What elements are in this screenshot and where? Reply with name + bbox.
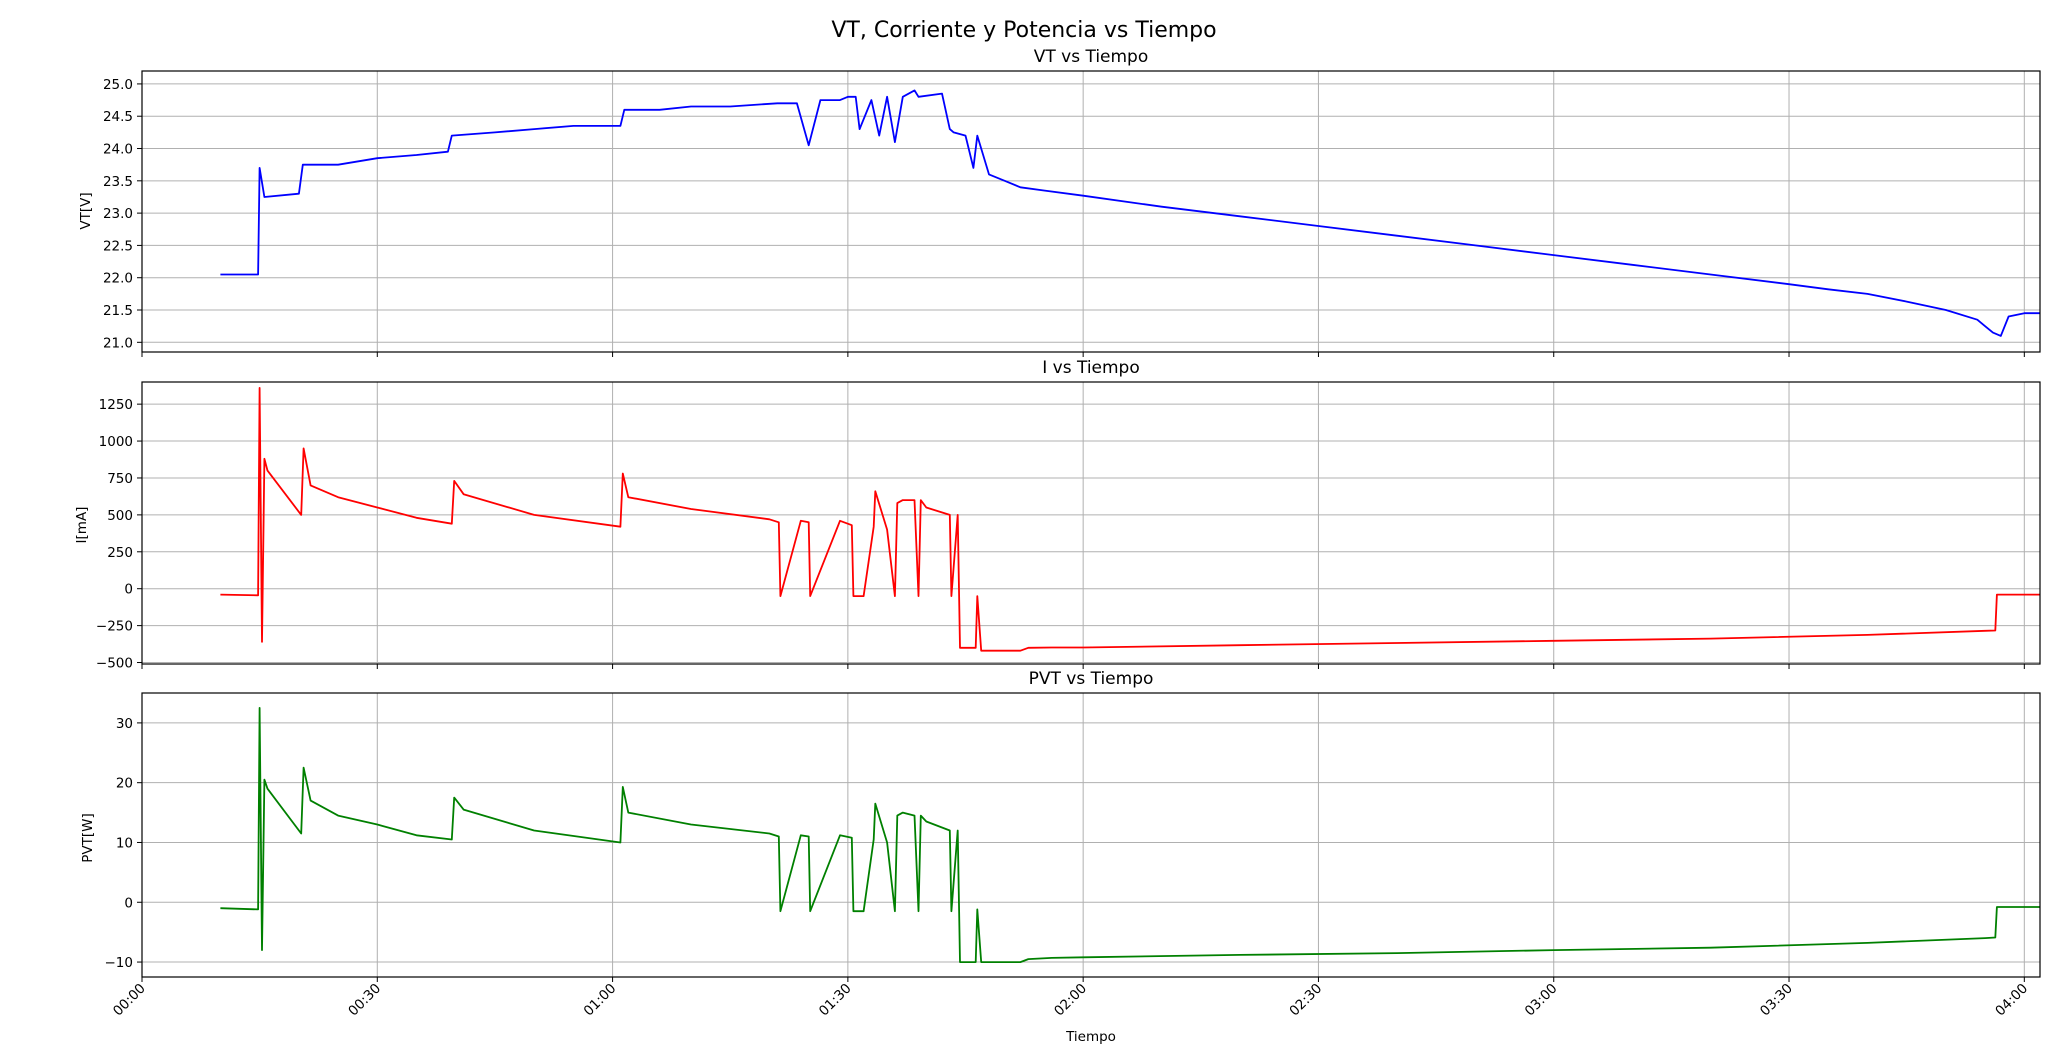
power-y-tick-label: −10 (105, 955, 134, 971)
x-axis-label: Tiempo (1065, 1029, 1116, 1045)
vt-axes-frame (141, 70, 2041, 353)
power-y-tick-label: 0 (124, 895, 133, 911)
current-y-tick-label: 1000 (99, 434, 133, 450)
vt-y-tick-label: 21.5 (103, 303, 133, 319)
current-y-tick-label: 750 (107, 471, 133, 487)
power-y-tick-label: 10 (116, 835, 133, 851)
power-series-line (220, 707, 2040, 963)
vt-grid (141, 71, 2040, 352)
vt-y-tick-label: 23.5 (103, 174, 133, 190)
x-tick-label: 04:00 (1992, 981, 2031, 1020)
x-tick-label: 00:30 (345, 981, 384, 1020)
power-y-axis-label: PVT[W] (80, 813, 96, 863)
vt-y-tick-label: 22.0 (103, 271, 133, 287)
current-y-tick-label: 1250 (99, 397, 133, 413)
x-tick-label: 02:30 (1286, 981, 1325, 1020)
x-tick-label: 03:00 (1522, 981, 1561, 1020)
current-axes-frame (141, 381, 2041, 665)
vt-y-axis-label: VT[V] (78, 192, 94, 229)
power-panel-title: PVT vs Tiempo (1029, 669, 1154, 689)
figure-title: VT, Corriente y Potencia vs Tiempo (831, 18, 1216, 43)
current-y-tick-label: −250 (96, 619, 133, 635)
current-y-axis-label: I[mA] (74, 507, 90, 544)
current-panel-title: I vs Tiempo (1042, 358, 1140, 378)
power-y-tick-label: 20 (116, 776, 133, 792)
vt-y-tick-label: 23.0 (103, 206, 133, 222)
current-grid (141, 382, 2040, 664)
x-tick-label: 01:00 (581, 981, 620, 1020)
vt-y-tick-label: 24.5 (103, 109, 133, 125)
current-y-tick-label: 0 (124, 582, 133, 598)
current-panel: I vs Tiempo I[mA] −500 −250 0 250 500 750 1000… (74, 358, 2041, 672)
power-grid (141, 693, 2040, 977)
x-tick-label: 03:30 (1757, 981, 1796, 1020)
vt-panel: VT vs Tiempo VT[V] 21.0 21.5 22.0 22.5 23.0 2… (78, 47, 2041, 357)
current-series-line (220, 386, 2040, 652)
vt-y-tick-label: 22.5 (103, 238, 133, 254)
power-panel: PVT vs Tiempo PVT[W] Tiempo −10 0 10 20 30 00… (80, 669, 2041, 1045)
current-y-tick-label: 250 (107, 545, 133, 561)
current-y-tick-label: −500 (96, 656, 133, 672)
power-axes-frame (141, 692, 2041, 978)
vt-y-tick-label: 25.0 (103, 77, 133, 93)
vt-series-line (220, 89, 2040, 337)
current-y-tick-label: 500 (107, 508, 133, 524)
x-tick-label: 00:00 (110, 981, 149, 1020)
x-tick-label: 01:30 (816, 981, 855, 1020)
vt-panel-title: VT vs Tiempo (1034, 47, 1149, 67)
x-tick-label: 02:00 (1051, 981, 1090, 1020)
power-y-tick-label: 30 (116, 716, 133, 732)
vt-y-tick-label: 21.0 (103, 335, 133, 351)
vt-y-tick-label: 24.0 (103, 142, 133, 158)
